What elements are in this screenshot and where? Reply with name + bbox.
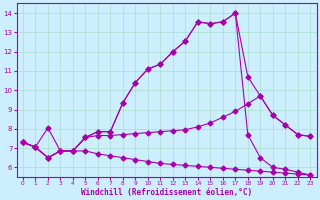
X-axis label: Windchill (Refroidissement éolien,°C): Windchill (Refroidissement éolien,°C) xyxy=(81,188,252,197)
